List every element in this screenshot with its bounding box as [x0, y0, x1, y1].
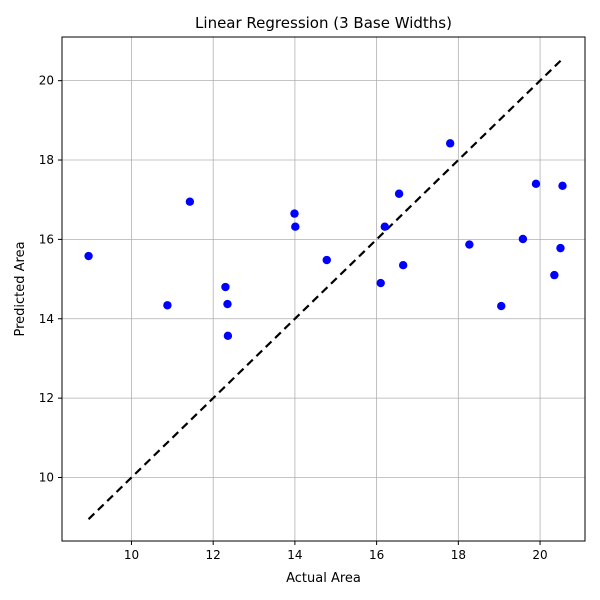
reference-line — [87, 58, 564, 520]
data-point — [221, 282, 230, 292]
y-tick-label: 12 — [39, 391, 54, 405]
grid-lines — [62, 37, 585, 541]
x-tick-label: 10 — [124, 548, 139, 562]
x-tick-label: 16 — [369, 548, 384, 562]
x-tick-label: 20 — [532, 548, 547, 562]
data-point — [556, 243, 565, 253]
x-axis-title: Actual Area — [286, 571, 361, 586]
data-point — [445, 139, 455, 148]
data-point — [531, 179, 541, 189]
x-tick-label: 12 — [206, 548, 221, 562]
data-point — [84, 251, 93, 261]
x-tick-label: 14 — [287, 548, 302, 562]
data-point — [376, 278, 385, 288]
data-point — [518, 234, 528, 244]
data-point — [497, 301, 506, 311]
data-point — [291, 222, 300, 231]
chart-title: Linear Regression (3 Base Widths) — [195, 14, 452, 32]
y-tick-label: 14 — [39, 312, 54, 326]
data-point — [550, 270, 559, 280]
data-point — [185, 197, 195, 206]
reference-line-layer — [87, 58, 564, 520]
data-point — [465, 240, 474, 249]
data-points — [84, 139, 567, 341]
data-point — [290, 209, 299, 218]
y-tick-label: 10 — [39, 471, 54, 485]
plot-frame — [61, 36, 586, 542]
data-point — [223, 331, 233, 341]
y-tick-label: 20 — [39, 74, 54, 88]
y-axis-title: Predicted Area — [13, 241, 28, 336]
y-axis-ticks: 10 12 14 16 18 20 — [39, 74, 62, 485]
data-point — [322, 255, 331, 265]
data-point — [394, 189, 404, 198]
y-tick-label: 18 — [39, 153, 54, 167]
x-axis-ticks: 10 12 14 16 18 20 — [124, 541, 548, 562]
data-point — [398, 260, 408, 270]
data-point — [558, 181, 567, 191]
data-point — [163, 301, 172, 310]
y-tick-label: 16 — [39, 232, 54, 246]
x-tick-label: 18 — [451, 548, 466, 562]
data-point — [380, 222, 389, 231]
data-point — [223, 299, 232, 309]
